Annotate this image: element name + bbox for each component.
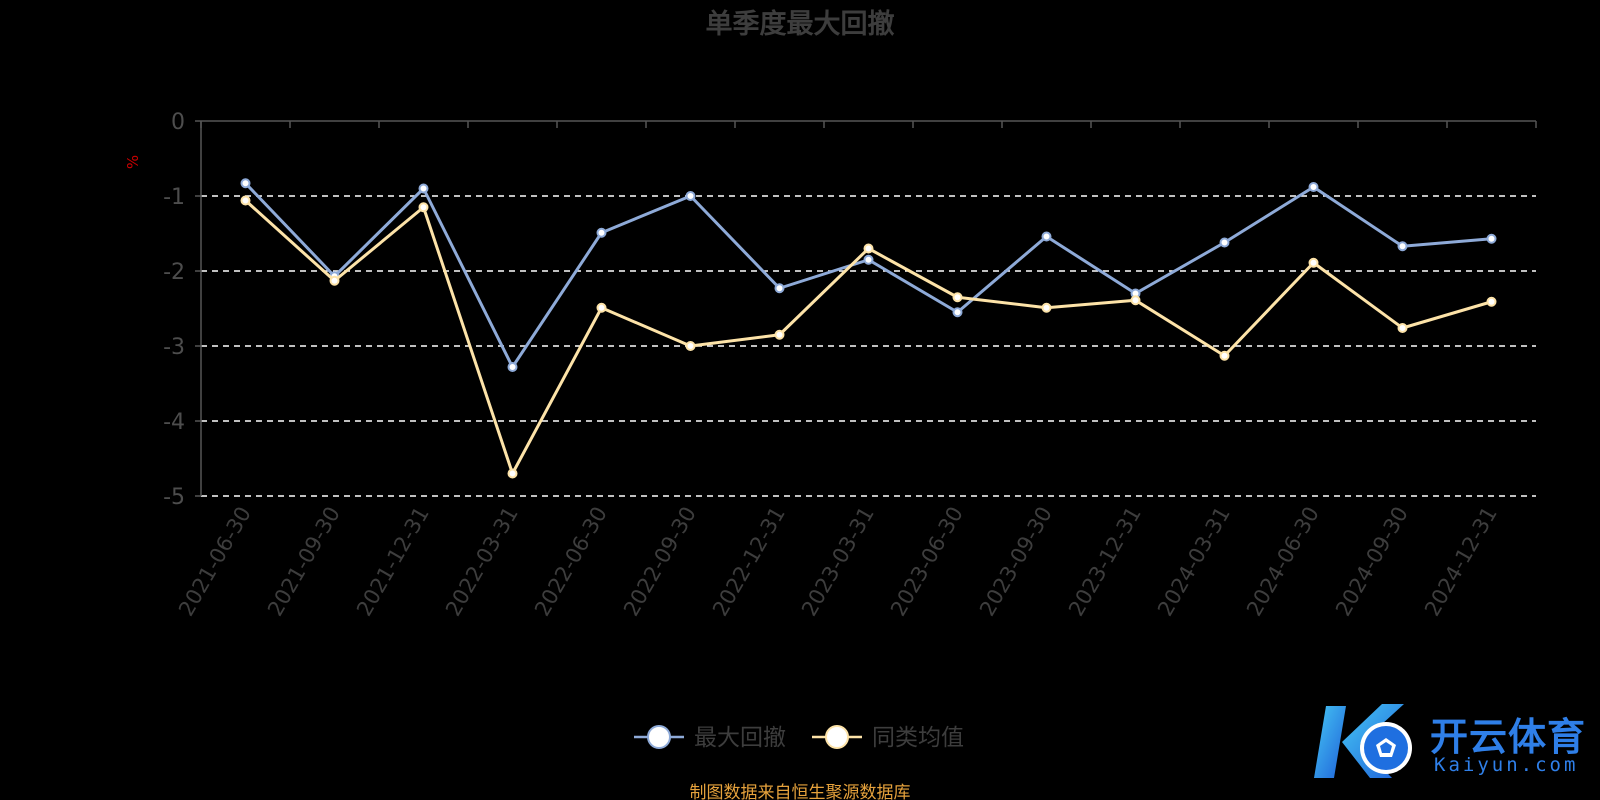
data-point-series-1[interactable] (1308, 182, 1319, 192)
x-tick-label: 2023-03-31 (797, 503, 879, 621)
data-point-series-1[interactable] (863, 254, 874, 265)
x-tick-label: 2021-12-31 (352, 503, 434, 621)
x-tick-label: 2021-09-30 (263, 503, 345, 621)
logo-english-text: Kaiyun.com (1434, 754, 1579, 776)
y-tick-label: -3 (163, 335, 185, 360)
legend-marker-2[interactable] (825, 725, 849, 749)
series-line-2 (244, 199, 1492, 475)
data-point-series-1[interactable] (952, 307, 963, 318)
data-point-series-2[interactable] (418, 202, 429, 213)
data-point-series-1[interactable] (418, 183, 429, 194)
data-point-series-1[interactable] (1219, 237, 1230, 248)
data-point-series-2[interactable] (1219, 350, 1230, 361)
data-point-series-2[interactable] (1130, 295, 1141, 306)
x-tick-label: 2024-03-31 (1153, 503, 1235, 621)
data-point-series-1[interactable] (1041, 231, 1052, 242)
data-point-series-2[interactable] (1308, 257, 1319, 268)
data-point-series-2[interactable] (1397, 323, 1408, 333)
x-tick-label: 2021-06-30 (174, 503, 256, 621)
kaiyun-logo: 开云体育 Kaiyun.com (1312, 698, 1592, 788)
data-point-series-2[interactable] (863, 243, 874, 254)
kaiyun-logo-icon (1314, 704, 1412, 778)
data-point-series-2[interactable] (240, 195, 251, 206)
y-axis-label: % (124, 155, 142, 169)
x-tick-label: 2024-12-31 (1420, 503, 1502, 621)
legend-label-2[interactable]: 同类均值 (872, 725, 964, 751)
x-tick-label: 2022-06-30 (530, 503, 612, 621)
data-point-series-1[interactable] (685, 191, 696, 201)
data-point-series-2[interactable] (596, 302, 607, 313)
data-point-series-1[interactable] (507, 362, 518, 372)
y-tick-label: 0 (171, 110, 185, 135)
y-tick-label: -5 (163, 485, 185, 510)
data-point-series-2[interactable] (952, 292, 963, 303)
data-point-series-1[interactable] (1397, 241, 1408, 252)
data-point-series-2[interactable] (1041, 302, 1052, 313)
data-point-series-1[interactable] (596, 227, 607, 238)
legend-label-1[interactable]: 最大回撤 (694, 725, 786, 751)
data-point-series-2[interactable] (329, 275, 340, 286)
data-point-series-2[interactable] (774, 329, 785, 340)
data-point-series-1[interactable] (774, 283, 785, 294)
x-tick-label: 2023-09-30 (975, 503, 1057, 621)
x-tick-label: 2024-09-30 (1331, 503, 1413, 621)
x-tick-label: 2022-03-31 (441, 503, 523, 621)
data-point-series-1[interactable] (240, 178, 251, 189)
chart-title: 单季度最大回撤 (706, 8, 895, 40)
x-tick-label: 2024-06-30 (1242, 503, 1324, 621)
data-point-series-2[interactable] (1486, 296, 1497, 307)
y-tick-label: -4 (163, 410, 185, 435)
x-tick-label: 2023-12-31 (1064, 503, 1146, 621)
x-tick-label: 2022-12-31 (708, 503, 790, 621)
legend-marker-1[interactable] (647, 725, 671, 749)
y-tick-label: -1 (163, 185, 185, 210)
y-tick-label: -2 (163, 260, 185, 285)
series-line-1 (244, 182, 1492, 369)
x-tick-label: 2022-09-30 (619, 503, 701, 621)
data-source-note: 制图数据来自恒生聚源数据库 (689, 783, 911, 800)
data-point-series-2[interactable] (685, 341, 696, 351)
data-point-series-1[interactable] (1486, 233, 1497, 244)
x-tick-label: 2023-06-30 (886, 503, 968, 621)
data-point-series-2[interactable] (507, 468, 518, 479)
logo-chinese-text: 开云体育 (1430, 715, 1587, 759)
